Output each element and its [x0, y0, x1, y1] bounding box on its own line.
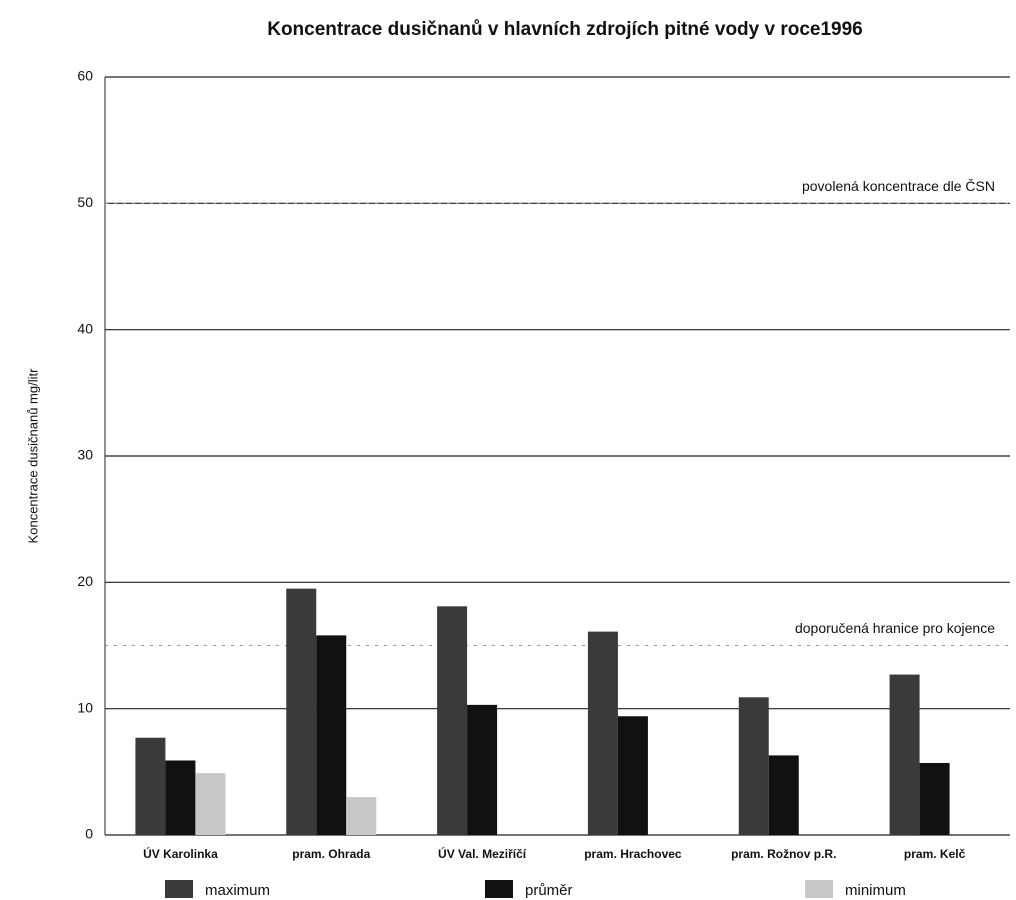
bar — [165, 760, 196, 835]
bar — [286, 588, 317, 835]
y-tick-label: 40 — [77, 320, 93, 336]
bar — [195, 773, 226, 835]
x-tick-label: ÚV Karolinka — [143, 846, 218, 861]
legend-label: maximum — [205, 882, 270, 899]
x-tick-label: pram. Rožnov p.R. — [731, 847, 836, 861]
y-tick-label: 20 — [77, 573, 93, 589]
chart-title: Koncentrace dusičnanů v hlavních zdrojíc… — [267, 19, 863, 40]
bar — [587, 631, 618, 835]
x-tick-label: pram. Ohrada — [292, 847, 370, 861]
bar — [919, 762, 950, 835]
y-tick-label: 60 — [77, 68, 93, 84]
y-axis-label: Koncentrace dusičnanů mg/litr — [25, 368, 40, 544]
reference-label: doporučená hranice pro kojence — [795, 620, 995, 636]
legend-swatch — [165, 880, 193, 898]
bar — [889, 674, 920, 835]
x-tick-label: pram. Kelč — [904, 847, 966, 861]
legend-swatch — [485, 880, 513, 898]
legend-swatch — [805, 880, 833, 898]
y-tick-label: 0 — [85, 826, 93, 842]
y-tick-label: 10 — [77, 699, 93, 715]
bar — [346, 797, 377, 835]
bar — [135, 737, 166, 835]
x-tick-label: pram. Hrachovec — [584, 847, 682, 861]
bar — [437, 606, 468, 835]
reference-label: povolená koncentrace dle ČSN — [802, 178, 995, 194]
bar — [738, 697, 769, 835]
bar — [768, 755, 799, 835]
bar — [467, 704, 498, 835]
x-tick-label: ÚV Val. Meziříčí — [438, 846, 527, 861]
legend-label: průměr — [525, 882, 573, 899]
legend-label: minimum — [845, 882, 906, 899]
bar — [316, 635, 347, 835]
y-tick-label: 30 — [77, 447, 93, 463]
bar — [617, 716, 648, 835]
y-tick-label: 50 — [77, 194, 93, 210]
